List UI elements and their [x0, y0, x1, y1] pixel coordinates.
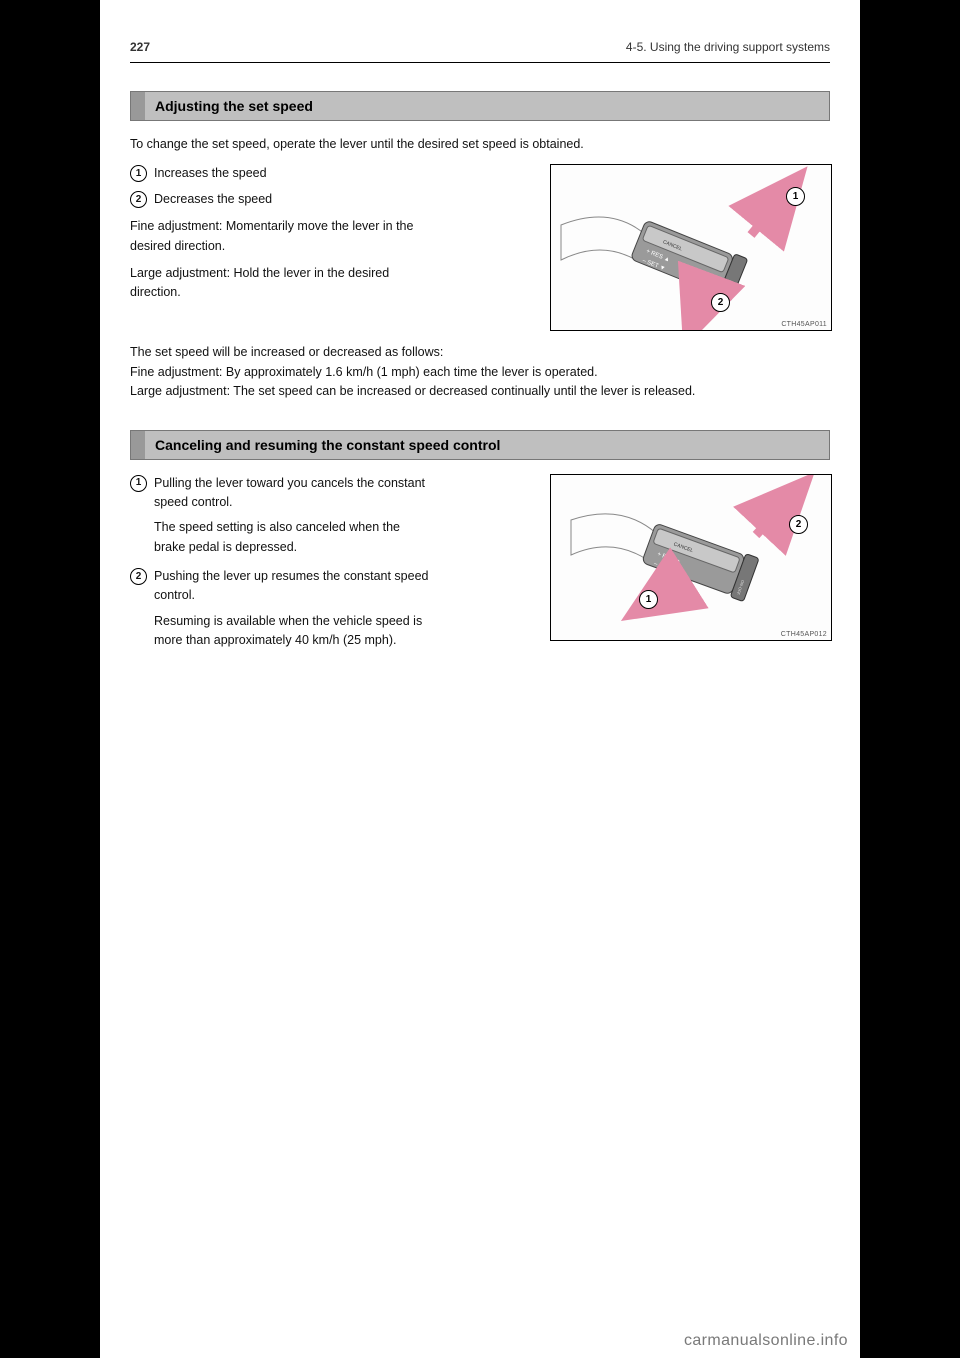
- figure-badge-1: 1: [639, 590, 658, 609]
- cancel-text-column: 1 Pulling the lever toward you cancels t…: [130, 474, 430, 657]
- figure-code: CTH45AP012: [781, 631, 827, 638]
- list-item-lead: Pulling the lever toward you cancels the…: [154, 476, 425, 509]
- adjust-large: Large adjustment: Hold the lever in the …: [130, 264, 430, 303]
- list-item: 2 Decreases the speed: [130, 190, 430, 209]
- list-item: 2 Pushing the lever up resumes the const…: [130, 567, 430, 651]
- adjust-post-text: The set speed will be increased or decre…: [130, 343, 830, 401]
- list-item-text: Increases the speed: [154, 164, 267, 183]
- list-item-text: Decreases the speed: [154, 190, 272, 209]
- adjust-fine: Fine adjustment: Momentarily move the le…: [130, 217, 430, 256]
- section-bar-cancel-resume: Canceling and resuming the constant spee…: [130, 430, 830, 460]
- adjust-figure-column: CANCEL + RES ▲ – SET ▼ ON·OFF 1: [550, 164, 830, 331]
- list-marker-2: 2: [130, 191, 147, 208]
- cancel-content-block: 1 Pulling the lever toward you cancels t…: [130, 474, 830, 657]
- section-bar-accent: [131, 431, 145, 459]
- section-title: Adjusting the set speed: [145, 92, 829, 120]
- page-number: 227: [130, 40, 150, 54]
- section-title: Canceling and resuming the constant spee…: [145, 431, 829, 459]
- figure-cancel-resume: CANCEL + RES ▲ – SET ▼ ON·OFF 1 2 C: [550, 474, 832, 641]
- list-item: 1 Increases the speed: [130, 164, 430, 183]
- list-item-sub: The speed setting is also canceled when …: [154, 518, 430, 557]
- list-item: 1 Pulling the lever toward you cancels t…: [130, 474, 430, 558]
- list-marker-1: 1: [130, 475, 147, 492]
- section-bar-accent: [131, 92, 145, 120]
- adjust-intro: To change the set speed, operate the lev…: [130, 135, 830, 154]
- figure-adjust-speed: CANCEL + RES ▲ – SET ▼ ON·OFF 1: [550, 164, 832, 331]
- list-marker-1: 1: [130, 165, 147, 182]
- cruise-stalk-diagram-icon: CANCEL + RES ▲ – SET ▼ ON·OFF: [551, 475, 831, 640]
- figure-code: CTH45AP011: [781, 321, 827, 328]
- list-item-lead: Pushing the lever up resumes the constan…: [154, 569, 428, 602]
- figure-badge-2: 2: [789, 515, 808, 534]
- section-path: 4-5. Using the driving support systems: [626, 40, 830, 54]
- watermark: carmanualsonline.info: [684, 1332, 848, 1350]
- list-marker-2: 2: [130, 568, 147, 585]
- section-bar-adjusting-speed: Adjusting the set speed: [130, 91, 830, 121]
- list-item-sub: Resuming is available when the vehicle s…: [154, 612, 430, 651]
- cancel-figure-column: CANCEL + RES ▲ – SET ▼ ON·OFF 1 2 C: [550, 474, 830, 657]
- adjust-content-block: 1 Increases the speed 2 Decreases the sp…: [130, 164, 830, 331]
- adjust-text-column: 1 Increases the speed 2 Decreases the sp…: [130, 164, 430, 331]
- page-header: 227 4-5. Using the driving support syste…: [130, 40, 830, 63]
